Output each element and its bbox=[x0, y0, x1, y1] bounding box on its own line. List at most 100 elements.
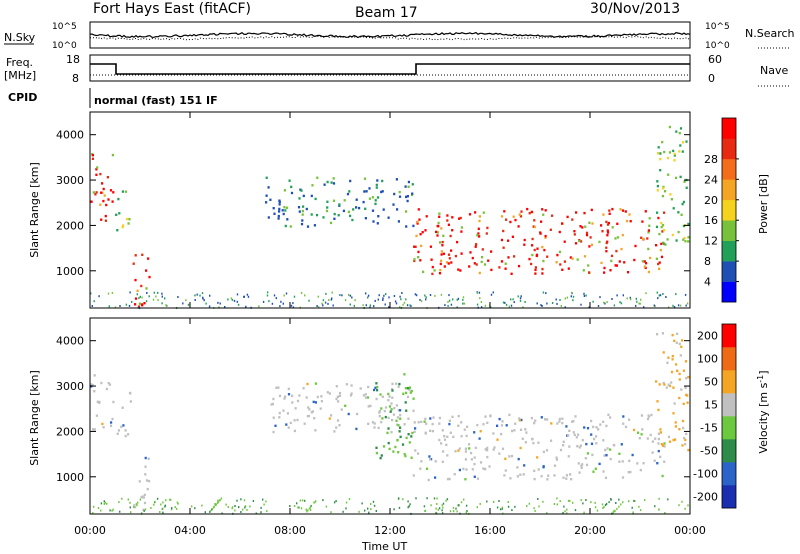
scatter-cell bbox=[687, 222, 690, 226]
scatter-cell bbox=[687, 240, 690, 243]
scatter-cell bbox=[272, 207, 275, 210]
scatter-cell bbox=[349, 214, 352, 218]
ground-scatter-cell bbox=[194, 294, 196, 297]
scatter-cell bbox=[134, 303, 137, 306]
scatter-cell bbox=[319, 407, 322, 410]
scatter-cell bbox=[503, 474, 506, 477]
scatter-cell bbox=[605, 220, 608, 224]
scatter-cell bbox=[623, 261, 626, 264]
scatter-cell bbox=[328, 392, 331, 395]
scatter-cell bbox=[590, 208, 593, 212]
scatter-cell bbox=[656, 211, 659, 214]
ground-scatter-cell bbox=[382, 297, 384, 300]
scatter-cell bbox=[637, 431, 640, 434]
scatter-cell bbox=[567, 434, 570, 437]
ground-scatter-cell bbox=[667, 306, 670, 309]
ground-scatter-cell bbox=[100, 509, 102, 512]
scatter-cell bbox=[442, 234, 445, 237]
scatter-cell bbox=[586, 452, 589, 455]
scatter-cell bbox=[525, 431, 528, 434]
scatter-cell bbox=[451, 415, 454, 419]
scatter-cell bbox=[594, 467, 597, 470]
scatter-cell bbox=[405, 225, 408, 228]
scatter-cell bbox=[646, 417, 650, 421]
scatter-cell bbox=[380, 190, 383, 194]
scatter-cell bbox=[647, 270, 650, 274]
scatter-cell bbox=[378, 409, 381, 413]
scatter-cell bbox=[574, 242, 578, 245]
scatter-cell bbox=[107, 382, 110, 385]
ground-scatter-cell bbox=[227, 506, 229, 508]
scatter-cell bbox=[625, 219, 629, 223]
scatter-cell bbox=[367, 422, 370, 425]
ground-scatter-cell bbox=[109, 509, 111, 512]
ground-scatter-cell bbox=[400, 298, 402, 301]
scatter-cell bbox=[570, 478, 573, 481]
scatter-cell bbox=[657, 449, 660, 453]
scatter-cell bbox=[500, 424, 504, 427]
scatter-cell bbox=[588, 221, 591, 224]
ground-scatter-cell bbox=[656, 291, 658, 294]
ground-scatter-cell bbox=[266, 294, 269, 297]
scatter-cell bbox=[364, 217, 367, 220]
scatter-cell bbox=[651, 451, 654, 454]
scatter-cell bbox=[395, 404, 398, 407]
scatter-cell bbox=[375, 186, 378, 189]
scatter-cell bbox=[438, 416, 441, 420]
scatter-cell bbox=[608, 209, 611, 212]
ground-scatter-cell bbox=[175, 507, 178, 510]
scatter-cell bbox=[572, 420, 575, 423]
scatter-cell bbox=[381, 417, 384, 420]
ground-scatter-cell bbox=[580, 499, 582, 502]
scatter-cell bbox=[561, 268, 564, 271]
scatter-cell bbox=[565, 477, 568, 480]
scatter-cell bbox=[389, 410, 392, 413]
scatter-cell bbox=[103, 194, 106, 197]
colorbar-tick-label: -15 bbox=[700, 422, 718, 435]
ground-scatter-cell bbox=[684, 293, 687, 296]
ground-scatter-cell bbox=[309, 508, 312, 511]
ground-scatter-cell bbox=[331, 297, 333, 300]
scatter-cell bbox=[597, 428, 600, 431]
scatter-cell bbox=[681, 202, 684, 206]
scatter-cell bbox=[95, 414, 98, 417]
scatter-cell bbox=[656, 180, 659, 183]
scatter-cell bbox=[137, 305, 140, 308]
scatter-cell bbox=[482, 423, 485, 426]
scatter-cell bbox=[120, 425, 123, 428]
scatter-cell bbox=[681, 444, 684, 447]
scatter-cell bbox=[287, 387, 290, 391]
scatter-cell bbox=[667, 383, 670, 386]
cpid-label: CPID bbox=[8, 91, 37, 104]
colorbar-segment bbox=[722, 347, 736, 371]
colorbar-tick-label: 20 bbox=[704, 194, 718, 207]
ground-scatter-cell bbox=[508, 305, 511, 308]
scatter-cell bbox=[605, 454, 608, 457]
scatter-cell bbox=[569, 256, 572, 259]
ground-scatter-cell bbox=[156, 497, 159, 500]
scatter-cell bbox=[300, 222, 304, 226]
scatter-cell bbox=[470, 451, 473, 455]
scatter-cell bbox=[314, 401, 317, 404]
scatter-cell bbox=[116, 432, 119, 435]
scatter-cell bbox=[546, 255, 549, 258]
scatter-cell bbox=[553, 464, 557, 467]
ground-scatter-cell bbox=[169, 498, 171, 501]
ground-scatter-cell bbox=[635, 297, 637, 300]
scatter-cell bbox=[134, 278, 137, 282]
y-tick-label: 2000 bbox=[56, 219, 84, 232]
scatter-cell bbox=[306, 414, 309, 418]
scatter-cell bbox=[393, 192, 396, 196]
scatter-cell bbox=[660, 225, 663, 229]
scatter-cell bbox=[144, 465, 147, 468]
freq-right-tick-top: 60 bbox=[708, 53, 722, 66]
scatter-cell bbox=[323, 183, 326, 186]
ground-scatter-cell bbox=[365, 304, 367, 307]
scatter-cell bbox=[391, 418, 394, 422]
scatter-cell bbox=[532, 225, 535, 228]
ground-scatter-cell bbox=[398, 306, 401, 309]
scatter-cell bbox=[456, 240, 459, 244]
scatter-cell bbox=[376, 179, 379, 182]
colorbar-tick-label: 50 bbox=[704, 376, 718, 389]
